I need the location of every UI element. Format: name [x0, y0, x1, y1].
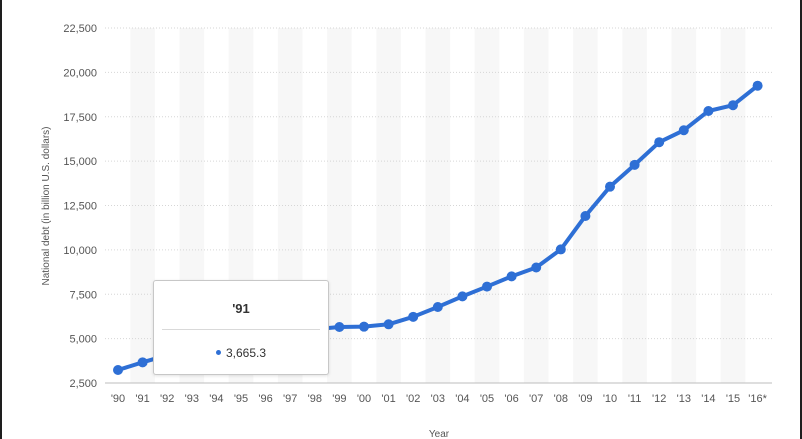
x-tick-label: '92 — [160, 393, 174, 405]
x-tick-label: '10 — [603, 393, 617, 405]
x-tick-label: '93 — [185, 393, 199, 405]
data-point[interactable] — [531, 262, 542, 273]
data-point[interactable] — [703, 105, 714, 116]
x-tick-label: '04 — [455, 393, 469, 405]
y-axis-title: National debt (in billion U.S. dollars) — [41, 127, 52, 286]
data-point[interactable] — [137, 357, 148, 368]
data-point[interactable] — [359, 321, 369, 332]
x-tick-label: '03 — [431, 393, 445, 405]
tooltip-row: 3,665.3 — [154, 346, 328, 360]
y-tick-label: 7,500 — [69, 289, 97, 301]
data-point[interactable] — [678, 125, 689, 136]
y-tick-label: 20,000 — [63, 67, 97, 79]
data-tooltip: '91 3,665.3 — [153, 280, 329, 375]
data-point[interactable] — [728, 100, 738, 111]
data-point[interactable] — [383, 319, 394, 330]
x-tick-label: '90 — [111, 393, 125, 405]
x-tick-label: '98 — [308, 393, 322, 405]
data-point[interactable] — [580, 210, 591, 221]
x-tick-label: '06 — [504, 393, 518, 405]
x-tick-label: '13 — [677, 393, 691, 405]
x-tick-label: '94 — [209, 393, 223, 405]
x-tick-label: '01 — [381, 393, 395, 405]
y-tick-label: 10,000 — [63, 245, 97, 257]
column-band — [523, 28, 549, 383]
x-tick-label: '99 — [332, 393, 346, 405]
x-tick-label: '14 — [701, 393, 715, 405]
tooltip-series-dot — [215, 350, 221, 356]
x-tick-label: '02 — [406, 393, 420, 405]
data-point[interactable] — [457, 291, 468, 302]
data-point[interactable] — [334, 321, 345, 332]
y-tick-label: 17,500 — [63, 112, 97, 124]
data-point[interactable] — [506, 271, 517, 282]
x-tick-label: '07 — [529, 393, 543, 405]
y-tick-label: 22,500 — [63, 23, 97, 35]
x-tick-label: '91 — [135, 393, 149, 405]
x-tick-label: '97 — [283, 393, 297, 405]
x-tick-label: '00 — [357, 393, 371, 405]
column-band — [130, 28, 155, 383]
data-point[interactable] — [482, 281, 492, 292]
x-tick-label: '16* — [748, 393, 767, 405]
data-point[interactable] — [432, 301, 443, 312]
x-tick-label: '05 — [480, 393, 494, 405]
x-tick-label: '08 — [554, 393, 568, 405]
y-tick-label: 12,500 — [63, 201, 97, 213]
x-tick-label: '11 — [628, 393, 642, 405]
data-point[interactable] — [654, 137, 665, 148]
data-point[interactable] — [752, 80, 763, 91]
x-axis-title: Year — [429, 429, 450, 439]
y-tick-label: 2,500 — [69, 378, 97, 390]
column-band — [622, 28, 647, 383]
x-tick-label: '12 — [652, 393, 666, 405]
tooltip-divider — [162, 329, 320, 330]
x-axis-ticks: '90 '91 '92 '93 '94 '95 '96 '97 '98 '99 '00 '01 '02 '… — [111, 393, 768, 405]
data-point[interactable] — [408, 311, 419, 322]
y-tick-label: 5,000 — [69, 334, 97, 346]
x-tick-label: '15 — [726, 393, 740, 405]
tooltip-value: 3,665.3 — [225, 346, 267, 360]
data-point[interactable] — [113, 364, 123, 375]
column-band — [376, 28, 401, 383]
x-tick-label: '95 — [234, 393, 248, 405]
data-point[interactable] — [605, 181, 615, 192]
data-point[interactable] — [629, 159, 640, 170]
tooltip-title: '91 — [232, 301, 250, 316]
x-tick-label: '96 — [258, 393, 272, 405]
y-tick-label: 15,000 — [63, 156, 97, 168]
y-axis-ticks: 2,500 5,000 7,500 10,000 12,500 15,000 17,500 2… — [63, 23, 97, 390]
x-tick-label: '09 — [578, 393, 592, 405]
data-point[interactable] — [555, 244, 566, 255]
